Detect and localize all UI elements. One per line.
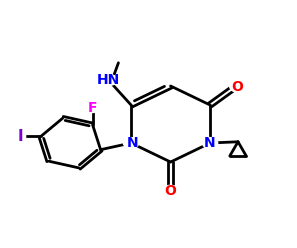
Text: F: F [88,101,97,115]
Text: O: O [165,184,176,198]
Ellipse shape [98,75,118,85]
Ellipse shape [230,81,245,92]
Text: N: N [127,136,138,150]
Text: N: N [204,136,215,150]
Ellipse shape [86,103,99,113]
Text: O: O [231,80,243,93]
Ellipse shape [163,185,178,196]
Ellipse shape [15,131,26,142]
Text: I: I [18,129,23,144]
Ellipse shape [203,138,218,148]
Text: HN: HN [97,73,120,87]
Ellipse shape [124,138,139,148]
